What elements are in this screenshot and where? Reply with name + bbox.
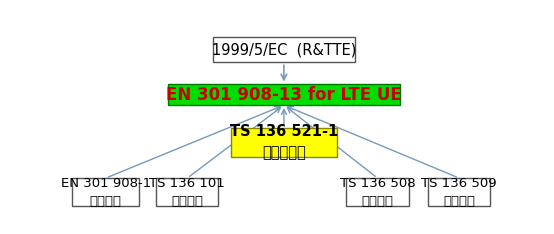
FancyBboxPatch shape — [428, 178, 490, 206]
Text: EN 301 908-13 for LTE UE: EN 301 908-13 for LTE UE — [166, 86, 402, 104]
FancyBboxPatch shape — [73, 178, 139, 206]
Text: TS 136 101
无线收发: TS 136 101 无线收发 — [150, 176, 225, 208]
FancyBboxPatch shape — [213, 37, 355, 62]
FancyBboxPatch shape — [156, 178, 218, 206]
Text: 1999/5/EC  (R&TTE): 1999/5/EC (R&TTE) — [212, 42, 356, 57]
Text: TS 136 509
特殊测试: TS 136 509 特殊测试 — [421, 176, 497, 208]
Text: TS 136 508
测试条件: TS 136 508 测试条件 — [340, 176, 416, 208]
FancyBboxPatch shape — [232, 128, 336, 157]
FancyBboxPatch shape — [168, 84, 400, 105]
Text: TS 136 521-1
一致性测试: TS 136 521-1 一致性测试 — [230, 124, 338, 161]
Text: EN 301 908-1
通用要求: EN 301 908-1 通用要求 — [60, 176, 151, 208]
FancyBboxPatch shape — [346, 178, 409, 206]
